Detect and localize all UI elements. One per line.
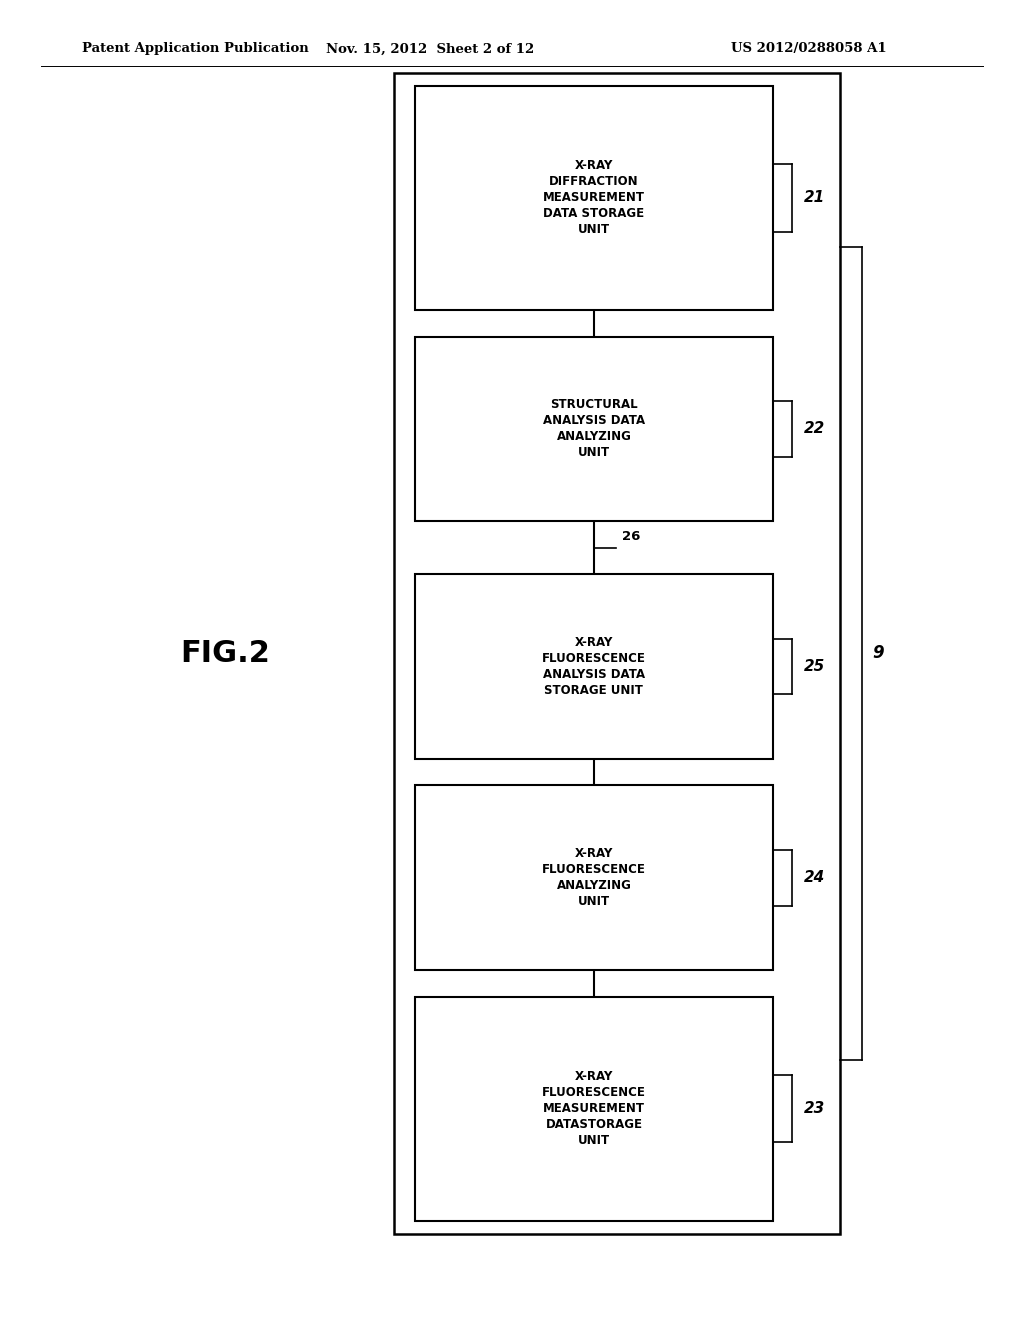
Text: US 2012/0288058 A1: US 2012/0288058 A1 <box>731 42 887 55</box>
Text: Patent Application Publication: Patent Application Publication <box>82 42 308 55</box>
Text: X-RAY
FLUORESCENCE
ANALYSIS DATA
STORAGE UNIT: X-RAY FLUORESCENCE ANALYSIS DATA STORAGE… <box>542 636 646 697</box>
Text: X-RAY
FLUORESCENCE
ANALYZING
UNIT: X-RAY FLUORESCENCE ANALYZING UNIT <box>542 847 646 908</box>
Bar <box>415 574 773 759</box>
Bar <box>415 337 773 521</box>
Text: 21: 21 <box>804 190 825 206</box>
Text: 9: 9 <box>872 644 884 663</box>
Text: 26: 26 <box>622 529 640 543</box>
Text: STRUCTURAL
ANALYSIS DATA
ANALYZING
UNIT: STRUCTURAL ANALYSIS DATA ANALYZING UNIT <box>543 399 645 459</box>
Text: 25: 25 <box>804 659 825 675</box>
Text: X-RAY
FLUORESCENCE
MEASUREMENT
DATASTORAGE
UNIT: X-RAY FLUORESCENCE MEASUREMENT DATASTORA… <box>542 1071 646 1147</box>
Text: Nov. 15, 2012  Sheet 2 of 12: Nov. 15, 2012 Sheet 2 of 12 <box>326 42 535 55</box>
Text: X-RAY
DIFFRACTION
MEASUREMENT
DATA STORAGE
UNIT: X-RAY DIFFRACTION MEASUREMENT DATA STORA… <box>543 160 645 236</box>
Bar <box>415 86 773 310</box>
Text: 23: 23 <box>804 1101 825 1117</box>
Bar <box>415 997 773 1221</box>
Text: 24: 24 <box>804 870 825 886</box>
Text: FIG.2: FIG.2 <box>180 639 270 668</box>
Bar <box>415 785 773 970</box>
Text: 22: 22 <box>804 421 825 437</box>
Bar <box>394 73 840 1234</box>
